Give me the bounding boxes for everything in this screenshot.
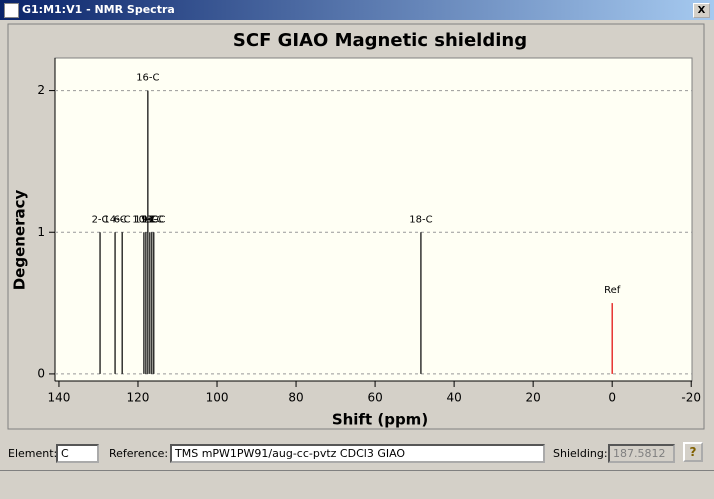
shielding-field: 187.5812 — [608, 444, 675, 463]
title-bar: G1:M1:V1 - NMR Spectra X — [0, 0, 714, 20]
shielding-label: Shielding: — [553, 447, 608, 460]
y-tick-label: 0 — [37, 366, 45, 380]
element-select[interactable]: C — [56, 444, 99, 463]
chart: SCF GIAO Magnetic shielding Shift (ppm) … — [7, 23, 705, 430]
close-button[interactable]: X — [693, 3, 710, 18]
y-tick-label: 1 — [37, 225, 45, 239]
plot-area — [54, 57, 693, 382]
x-tick-label: 140 — [47, 391, 70, 405]
x-tick-label: 100 — [206, 391, 229, 405]
peak-label: 18-C — [409, 214, 432, 225]
peak-label: 14-C — [103, 214, 126, 225]
x-tick-label: 20 — [526, 391, 541, 405]
peak-label: Ref — [604, 285, 621, 296]
reference-select[interactable]: TMS mPW1PW91/aug-cc-pvtz CDCl3 GIAO — [170, 444, 545, 463]
element-label: Element: — [8, 447, 58, 460]
x-tick-label: 80 — [288, 391, 303, 405]
peak-label: 10-C — [132, 214, 155, 225]
x-tick-label: -20 — [681, 391, 701, 405]
peak-label: 6-C — [114, 214, 131, 225]
peak-label: 12-C — [142, 214, 165, 225]
chart-title: SCF GIAO Magnetic shielding — [233, 30, 527, 51]
x-tick-label: 120 — [127, 391, 150, 405]
x-tick-label: 40 — [446, 391, 461, 405]
peak-label: 2-C — [92, 214, 109, 225]
status-bar — [0, 470, 714, 499]
reference-label: Reference: — [109, 447, 169, 460]
peak-label: 13-C — [140, 214, 163, 225]
x-tick-label: 60 — [367, 391, 382, 405]
help-button[interactable]: ? — [683, 442, 703, 462]
peak-label: 16-C — [136, 73, 159, 84]
x-axis-label: Shift (ppm) — [332, 411, 428, 429]
x-tick-label: 0 — [608, 391, 616, 405]
peak-label: 9-C — [141, 214, 158, 225]
y-tick-label: 2 — [37, 83, 45, 97]
y-axis-label: Degeneracy — [11, 189, 29, 290]
peak-label: 11-C — [134, 214, 157, 225]
window-icon — [4, 3, 19, 18]
window-title: G1:M1:V1 - NMR Spectra — [22, 3, 175, 16]
